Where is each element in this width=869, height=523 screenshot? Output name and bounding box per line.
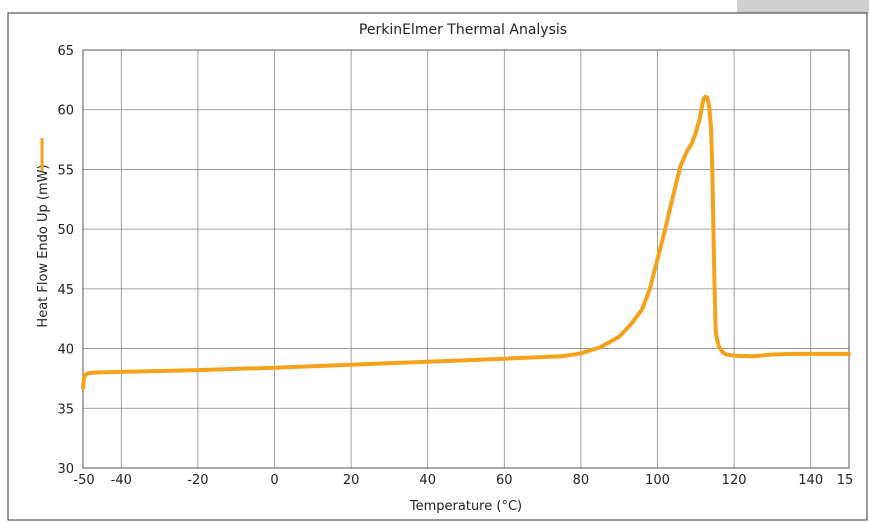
y-tick-label: 60: [57, 104, 74, 119]
y-tick-label: 65: [57, 44, 74, 59]
x-tick-label: 120: [722, 473, 747, 488]
y-tick-label: 40: [57, 343, 74, 358]
heat-flow-curve: [81, 94, 851, 390]
x-axis-tick-labels: -50 -40 -20 0 20 40 60 80 100 120 140 15: [73, 473, 853, 488]
y-tick-label: 50: [57, 223, 74, 238]
x-tick-label: 100: [645, 473, 670, 488]
y-axis-tick-labels: 30 35 40 45 50 55 60 65: [57, 44, 74, 477]
x-tick-label: 15: [837, 473, 854, 488]
corner-tab: [737, 0, 869, 13]
x-tick-label: 140: [798, 473, 823, 488]
x-tick-label: 20: [343, 473, 360, 488]
x-tick-label: -40: [111, 473, 132, 488]
y-tick-label: 30: [57, 462, 74, 477]
y-axis-label: Heat Flow Endo Up (mW): [36, 164, 51, 327]
x-tick-label: 80: [573, 473, 590, 488]
y-tick-label: 45: [57, 283, 74, 298]
grid-lines: [82, 49, 850, 469]
x-axis-label: Temperature (°C): [409, 499, 522, 514]
y-tick-label: 35: [57, 402, 74, 417]
x-tick-label: 60: [496, 473, 513, 488]
x-tick-label: 40: [419, 473, 436, 488]
x-tick-label: -50: [73, 473, 94, 488]
plot-border: [82, 49, 850, 469]
chart-title: PerkinElmer Thermal Analysis: [359, 22, 567, 38]
y-tick-label: 55: [57, 163, 74, 178]
plot-background: [83, 50, 849, 468]
x-tick-label: -20: [187, 473, 208, 488]
x-tick-label: 0: [270, 473, 278, 488]
plot-area: [82, 49, 850, 469]
